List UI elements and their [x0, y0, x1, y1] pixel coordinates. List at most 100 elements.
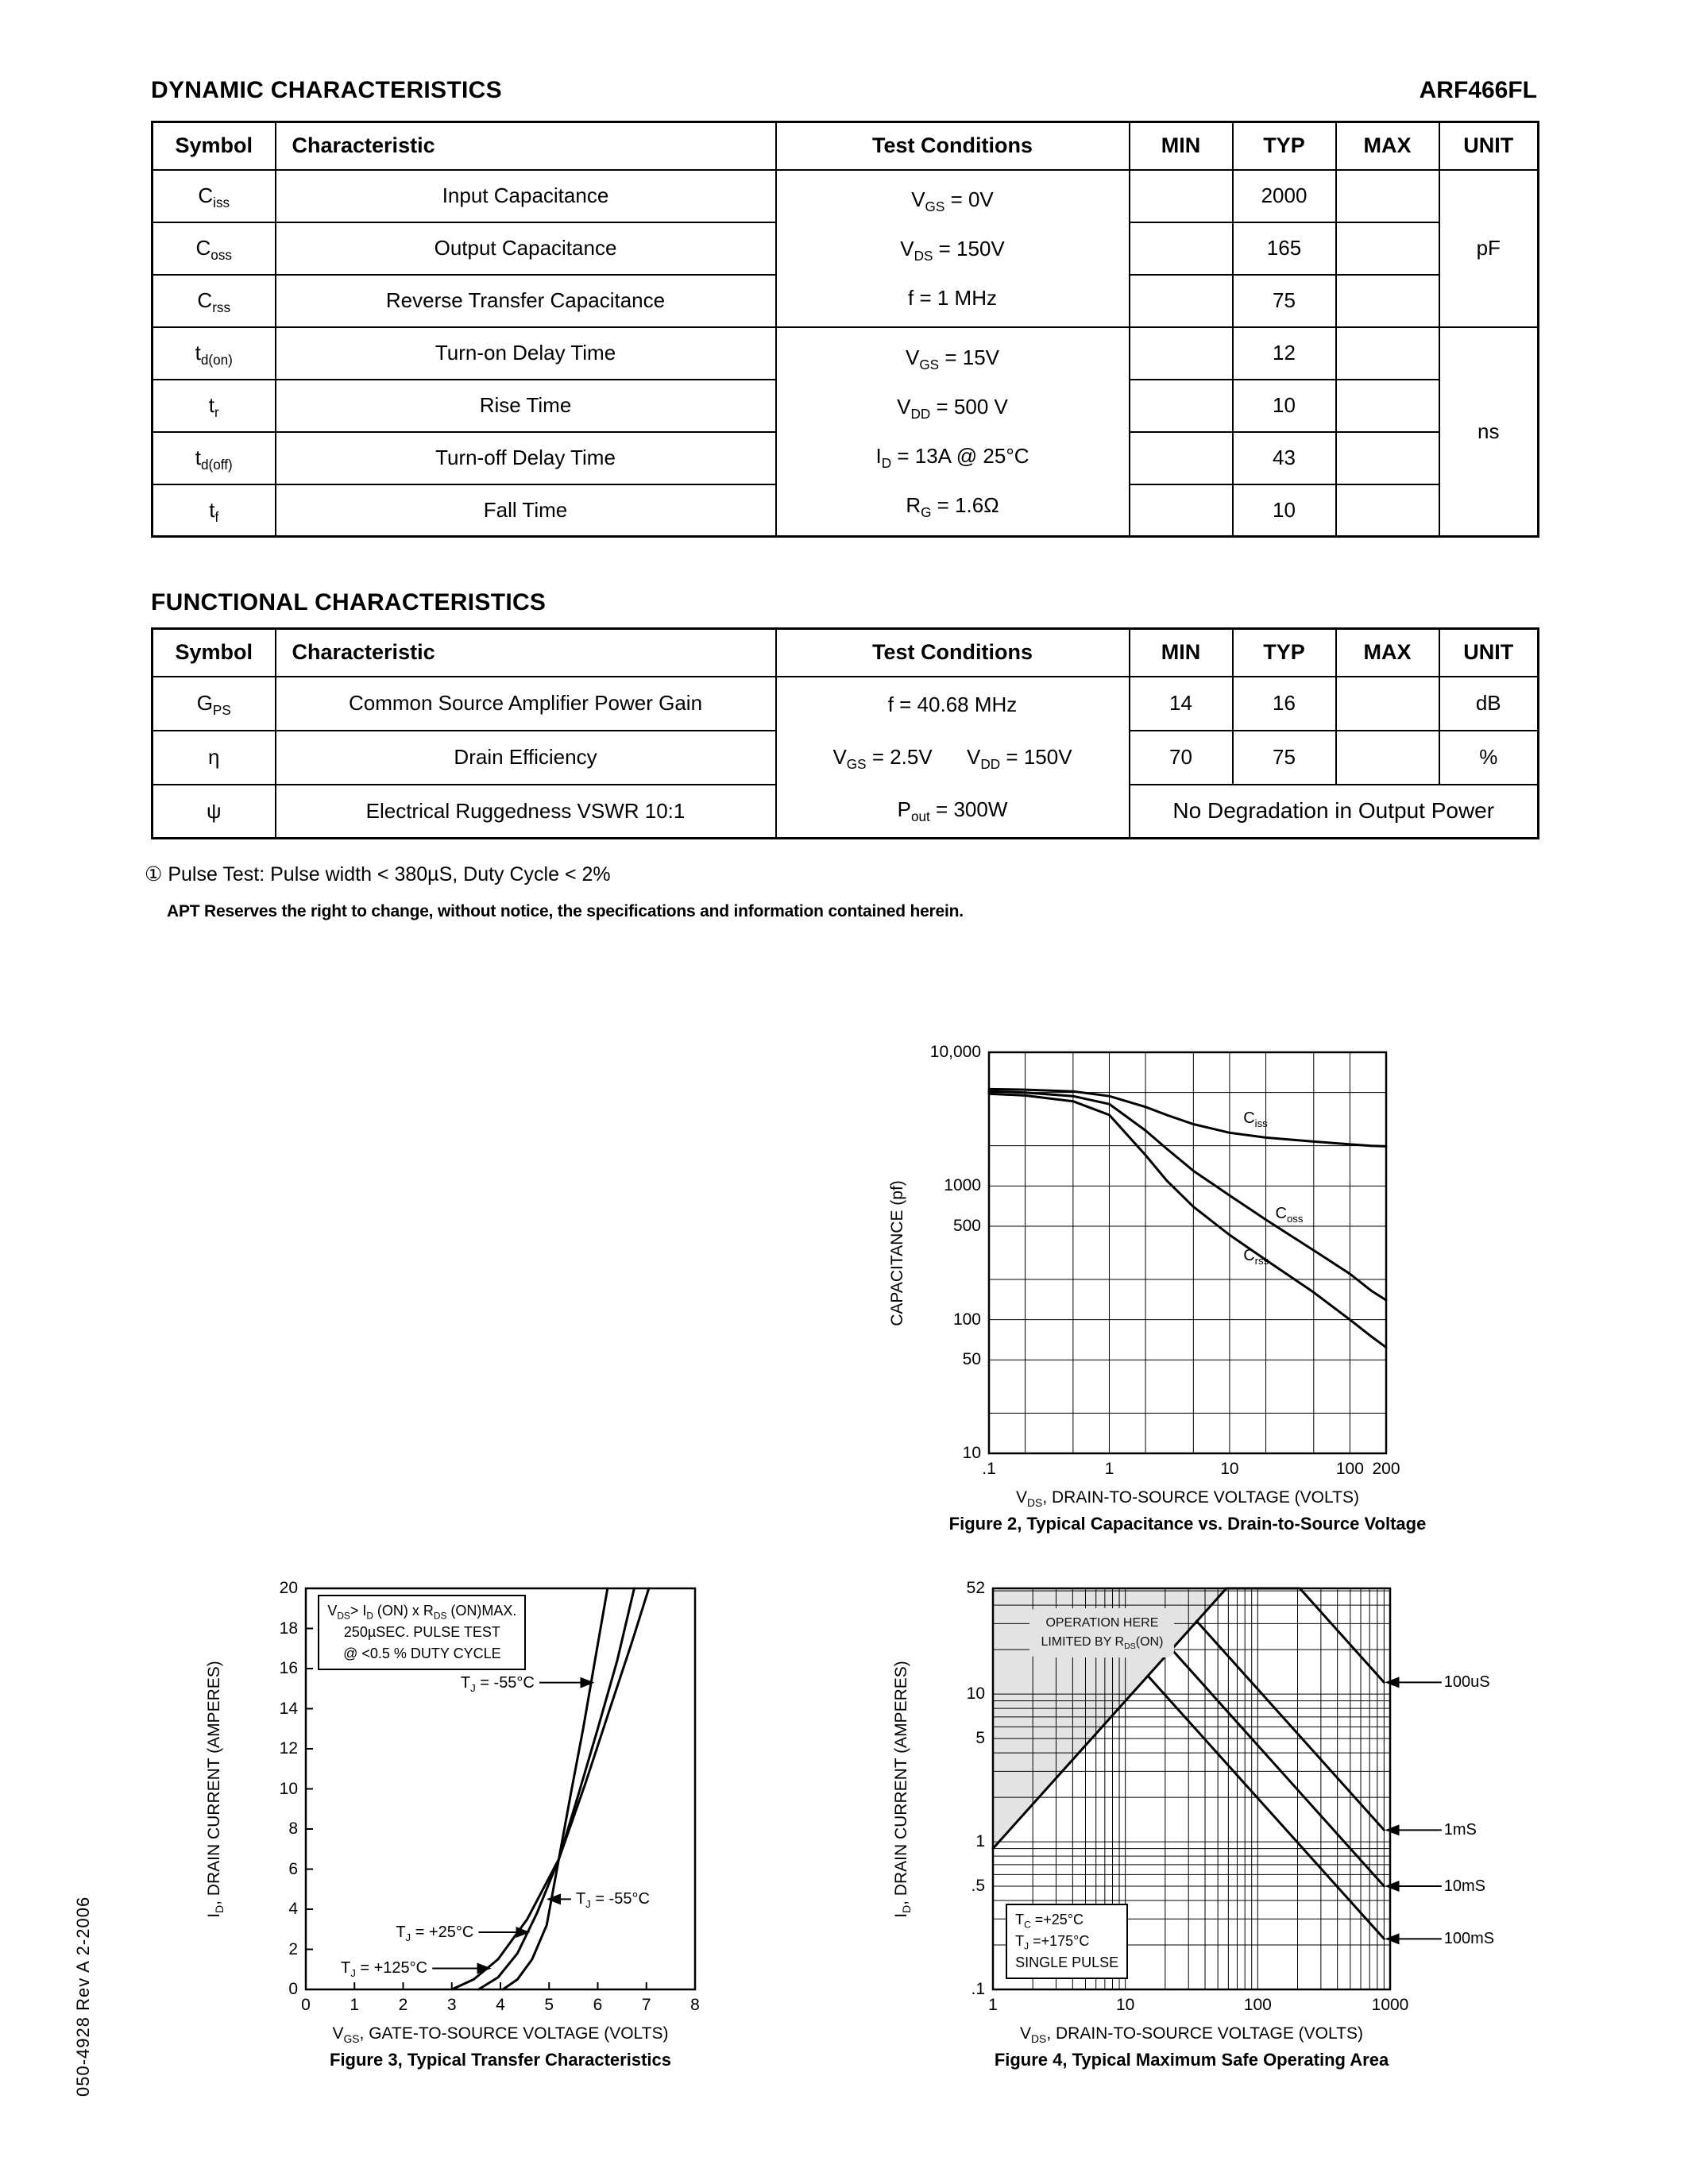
x-tick-label: 5	[544, 1996, 554, 2014]
table-header-row: Symbol Characteristic Test Conditions MI…	[151, 627, 1539, 677]
characteristic-cell: Drain Efficiency	[274, 729, 777, 785]
typ-cell: 75	[1231, 729, 1337, 785]
annotation: Crss	[1243, 1247, 1269, 1268]
x-tick-label: 7	[641, 1996, 651, 2014]
section-title-functional: FUNCTIONAL CHARACTERISTICS	[151, 589, 547, 615]
y-tick-label: 0	[288, 1980, 298, 1998]
section-title-dynamic: DYNAMIC CHARACTERISTICS	[151, 77, 502, 103]
max-cell	[1335, 221, 1440, 276]
y-tick-label: 10	[279, 1779, 298, 1798]
x-axis-title: VDS, DRAIN-TO-SOURCE VOLTAGE (VOLTS)	[1020, 2024, 1363, 2046]
y-tick-label: 12	[279, 1739, 298, 1758]
series-100us	[1225, 1587, 1385, 1684]
test-conditions-cell: f = 40.68 MHz VGS = 2.5V VDD = 150V Pout =…	[774, 675, 1130, 839]
x-axis-title: VDS, DRAIN-TO-SOURCE VOLTAGE (VOLTS)	[1016, 1488, 1359, 1510]
x-tick-label: 10	[1115, 1996, 1135, 2014]
symbol-cell: η	[151, 729, 276, 785]
annotation: TC =+25°C TJ =+175°C SINGLE PULSE	[1006, 1904, 1129, 1980]
max-cell	[1335, 168, 1440, 223]
characteristic-cell: Input Capacitance	[274, 168, 777, 223]
table-row: td(off) Turn-off Delay Time 43	[151, 430, 1539, 485]
y-tick-label: 16	[279, 1659, 298, 1677]
y-tick-label: 10	[962, 1444, 981, 1462]
col-header-unit: UNIT	[1438, 627, 1539, 677]
characteristic-cell: Turn-on Delay Time	[274, 326, 777, 380]
col-header-typ: TYP	[1231, 121, 1337, 171]
figure-3-transfer-chart: 0 2 4 6 8 10 12 14 16 18 20 0 1 2 3 4 5 6 7 8 ID, DRAIN CURR…	[199, 1576, 755, 2073]
y-tick-label: 500	[952, 1217, 981, 1235]
y-tick-label: .1	[971, 1980, 985, 1998]
y-tick-label: 18	[279, 1619, 298, 1638]
annotation: TJ = -55°C	[460, 1673, 535, 1694]
y-tick-label: 8	[288, 1819, 298, 1838]
x-tick-label: 3	[446, 1996, 457, 2014]
y-tick-label: 100	[952, 1310, 981, 1329]
series-crss	[987, 1092, 1388, 1349]
x-tick-label: 10	[1220, 1460, 1239, 1478]
col-header-symbol: Symbol	[151, 627, 276, 677]
typ-cell: 10	[1231, 378, 1337, 433]
col-header-max: MAX	[1335, 627, 1440, 677]
annotation: Ciss	[1243, 1109, 1268, 1130]
functional-characteristics-table: Symbol Characteristic Test Conditions MI…	[151, 627, 1539, 839]
table-row: td(on) Turn-on Delay Time VGS = 15V VDD =…	[151, 326, 1539, 538]
table-header-row: Symbol Characteristic Test Conditions MI…	[151, 121, 1539, 171]
series-ciss	[987, 1087, 1388, 1148]
symbol-cell: ψ	[151, 783, 276, 839]
part-number: ARF466FL	[1419, 77, 1537, 103]
col-header-max: MAX	[1335, 121, 1440, 171]
series-1ms	[1196, 1619, 1385, 1831]
figure-caption: Figure 2, Typical Capacitance vs. Drain-…	[948, 1514, 1427, 1534]
x-axis-title: VGS, GATE-TO-SOURCE VOLTAGE (VOLTS)	[332, 2024, 669, 2046]
merged-result-cell: No Degradation in Output Power	[1128, 783, 1539, 839]
y-tick-label: 5	[975, 1729, 985, 1748]
characteristic-cell: Fall Time	[274, 483, 777, 538]
figure-2-capacitance-chart: 10,000 1000 500 100 50 10.1 1 10 100 200 CAPACITAN…	[866, 1040, 1426, 1534]
x-tick-label: 6	[593, 1996, 603, 2014]
annotation: TJ = +25°C	[396, 1924, 474, 1944]
min-cell	[1128, 326, 1234, 380]
annotation: VDS> ID (ON) x RDS (ON)MAX. 250µSEC. PULS…	[318, 1594, 527, 1670]
test-conditions-lines: VGS = 0V VDS = 150V f = 1 MHz	[900, 187, 1005, 310]
series-rds-on-limit	[991, 1587, 1228, 1850]
x-tick-label: 0	[301, 1996, 311, 2014]
symbol-cell: td(off)	[151, 430, 276, 485]
typ-cell: 165	[1231, 221, 1337, 276]
annotation: TJ = -55°C	[575, 1890, 650, 1911]
x-tick-label: 1000	[1371, 1996, 1409, 2014]
unit-cell: ns	[1438, 326, 1539, 538]
plot-area	[304, 1587, 697, 1991]
min-cell	[1128, 221, 1234, 276]
col-header-characteristic: Characteristic	[274, 627, 777, 677]
y-tick-label: .5	[971, 1877, 985, 1896]
y-tick-label: 4	[288, 1900, 298, 1918]
x-tick-label: 8	[690, 1996, 700, 2014]
table-row: tr Rise Time 10	[151, 378, 1539, 433]
x-tick-label: 1	[1104, 1460, 1114, 1478]
table-row: tf Fall Time 10	[151, 483, 1539, 538]
min-cell	[1128, 430, 1234, 485]
y-axis-title: ID, DRAIN CURRENT (AMPERES)	[892, 1660, 914, 1918]
max-cell	[1335, 675, 1440, 731]
plot-border	[987, 1051, 1388, 1455]
symbol-cell: GPS	[151, 675, 276, 731]
table-row: Crss Reverse Transfer Capacitance 75	[151, 273, 1539, 328]
series-coss	[987, 1090, 1388, 1302]
y-tick-label: 52	[966, 1579, 985, 1597]
test-conditions-lines: VGS = 15V VDD = 500 V ID = 13A @ 25°C RG = …	[875, 345, 1029, 521]
max-cell	[1335, 273, 1440, 328]
plot-border	[304, 1587, 697, 1991]
dynamic-characteristics-table: Symbol Characteristic Test Conditions MI…	[151, 121, 1539, 538]
annotation: 100mS	[1443, 1930, 1495, 1948]
test-conditions-cell: VGS = 15V VDD = 500 V ID = 13A @ 25°C RG = …	[774, 326, 1130, 538]
col-header-typ: TYP	[1231, 627, 1337, 677]
plot-border	[991, 1587, 1392, 1991]
y-axis-title: CAPACITANCE (pf)	[888, 1179, 906, 1326]
y-tick-label: 2	[288, 1939, 298, 1958]
table-row: GPS Common Source Amplifier Power Gain f…	[151, 675, 1539, 839]
unit-cell: %	[1438, 729, 1539, 785]
table-row: Coss Output Capacitance 165	[151, 221, 1539, 276]
series-100ms	[1146, 1674, 1385, 1940]
characteristic-cell: Common Source Amplifier Power Gain	[274, 675, 777, 731]
col-header-unit: UNIT	[1438, 121, 1539, 171]
